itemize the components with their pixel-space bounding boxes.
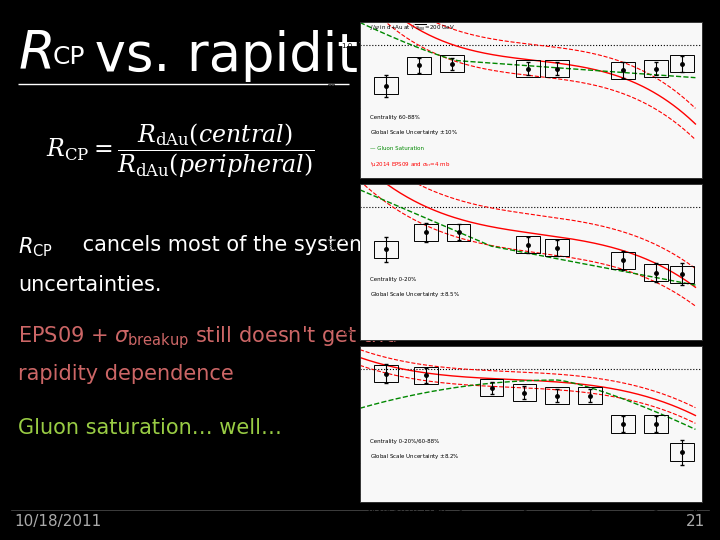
Bar: [414, 367, 438, 384]
Y-axis label: $R_{\rm dAu}(60\!-\!88\%)$: $R_{\rm dAu}(60\!-\!88\%)$: [327, 71, 340, 129]
Bar: [611, 415, 635, 433]
Y-axis label: $R_{\rm dAu}(0\!-\!20\%)$: $R_{\rm dAu}(0\!-\!20\%)$: [327, 236, 340, 288]
Bar: [414, 224, 438, 241]
Bar: [546, 239, 569, 256]
Bar: [374, 241, 398, 258]
Text: Centrality 0-20%: Centrality 0-20%: [370, 276, 416, 282]
Bar: [447, 224, 470, 241]
Text: $\mathit{R}_{\rm CP}$: $\mathit{R}_{\rm CP}$: [18, 235, 53, 259]
Bar: [480, 379, 503, 396]
Y-axis label: $R_{\rm CP}$: $R_{\rm CP}$: [327, 417, 340, 431]
Text: 21: 21: [686, 514, 706, 529]
Text: 10/18/2011: 10/18/2011: [14, 514, 102, 529]
Bar: [408, 57, 431, 74]
Bar: [670, 443, 694, 461]
Bar: [670, 55, 694, 72]
Text: arxiv:1010.1246: arxiv:1010.1246: [367, 505, 446, 515]
Text: EPS09 + $\sigma_{\rm breakup}$ still doesn't get the: EPS09 + $\sigma_{\rm breakup}$ still doe…: [18, 324, 397, 351]
Bar: [516, 236, 539, 253]
X-axis label: y: y: [528, 517, 534, 526]
Bar: [644, 60, 668, 77]
Bar: [670, 266, 694, 283]
Text: Global Scale Uncertainty $\pm$10%: Global Scale Uncertainty $\pm$10%: [370, 129, 459, 137]
Bar: [374, 365, 398, 382]
Text: cancels most of the systematic: cancels most of the systematic: [76, 235, 407, 255]
Text: uncertainties.: uncertainties.: [18, 275, 161, 295]
Text: CP: CP: [53, 45, 85, 69]
Bar: [611, 252, 635, 269]
Bar: [578, 387, 602, 404]
Bar: [513, 384, 536, 401]
Text: Gluon saturation… well…: Gluon saturation… well…: [18, 418, 282, 438]
Text: Global Scale Uncertainty $\pm$8.2%: Global Scale Uncertainty $\pm$8.2%: [370, 453, 460, 461]
Bar: [440, 55, 464, 72]
Text: Centrality 0-20%/60-88%: Centrality 0-20%/60-88%: [370, 438, 439, 444]
Bar: [546, 60, 569, 77]
Text: rapidity dependence: rapidity dependence: [18, 364, 234, 384]
Text: Global Scale Uncertainty $\pm$8.5%: Global Scale Uncertainty $\pm$8.5%: [370, 291, 460, 299]
Bar: [374, 77, 398, 94]
Bar: [644, 415, 668, 433]
Text: $\mathit{R}$: $\mathit{R}$: [18, 30, 52, 80]
Bar: [611, 62, 635, 79]
Text: $J/\psi$ in d+Au at $\sqrt{s_{NN}}$=200 GeV: $J/\psi$ in d+Au at $\sqrt{s_{NN}}$=200 …: [370, 23, 455, 33]
Text: vs. rapidity: vs. rapidity: [78, 30, 389, 82]
Bar: [644, 264, 668, 281]
Text: $R_{\rm CP} = \dfrac{R_{\rm dAu}(central)}{R_{\rm dAu}(peripheral)}$: $R_{\rm CP} = \dfrac{R_{\rm dAu}(central…: [45, 122, 315, 180]
Bar: [516, 60, 539, 77]
Text: y: y: [692, 505, 698, 515]
Text: Centrality 60-88%: Centrality 60-88%: [370, 114, 420, 120]
Bar: [546, 387, 569, 404]
Text: — Gluon Saturation: — Gluon Saturation: [370, 146, 424, 151]
Text: \u2014 EPS09 and $\sigma_{br}$=4 mb: \u2014 EPS09 and $\sigma_{br}$=4 mb: [370, 160, 451, 168]
